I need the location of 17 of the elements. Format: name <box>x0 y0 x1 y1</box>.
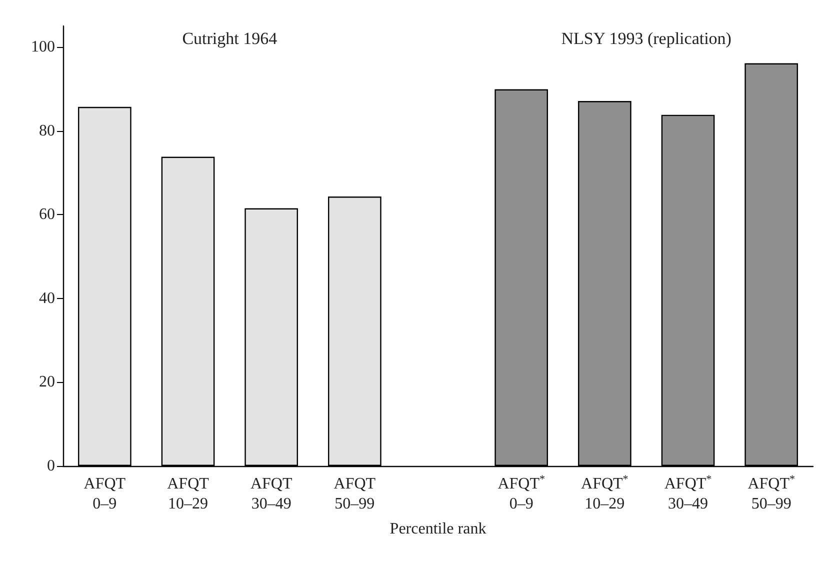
annotation: Cutright 1964 <box>182 29 278 48</box>
x-tick-label: AFQT 50–99 <box>334 476 376 512</box>
annotation: NLSY 1993 (replication) <box>561 29 732 48</box>
x-tick-label: AFQT* 10–29 <box>581 474 628 512</box>
x-axis-title: Percentile rank <box>390 520 486 538</box>
y-tick-label: 100 <box>31 38 55 56</box>
x-tick-label: AFQT 10–29 <box>167 476 210 512</box>
x-tick-label: AFQT* 30–49 <box>664 474 712 512</box>
y-tick-label: 40 <box>39 290 55 307</box>
x-tick-label: AFQT 30–49 <box>250 476 292 512</box>
y-tick-label: 60 <box>39 206 55 224</box>
x-tick-label: AFQT 0–9 <box>84 476 126 512</box>
y-tick-label: 80 <box>39 122 55 140</box>
y-tick-label: 20 <box>39 374 55 391</box>
x-tick-label: AFQT* 50–99 <box>748 474 795 512</box>
y-tick-label: 0 <box>47 458 55 474</box>
x-tick-label: AFQT* 0–9 <box>498 474 545 512</box>
